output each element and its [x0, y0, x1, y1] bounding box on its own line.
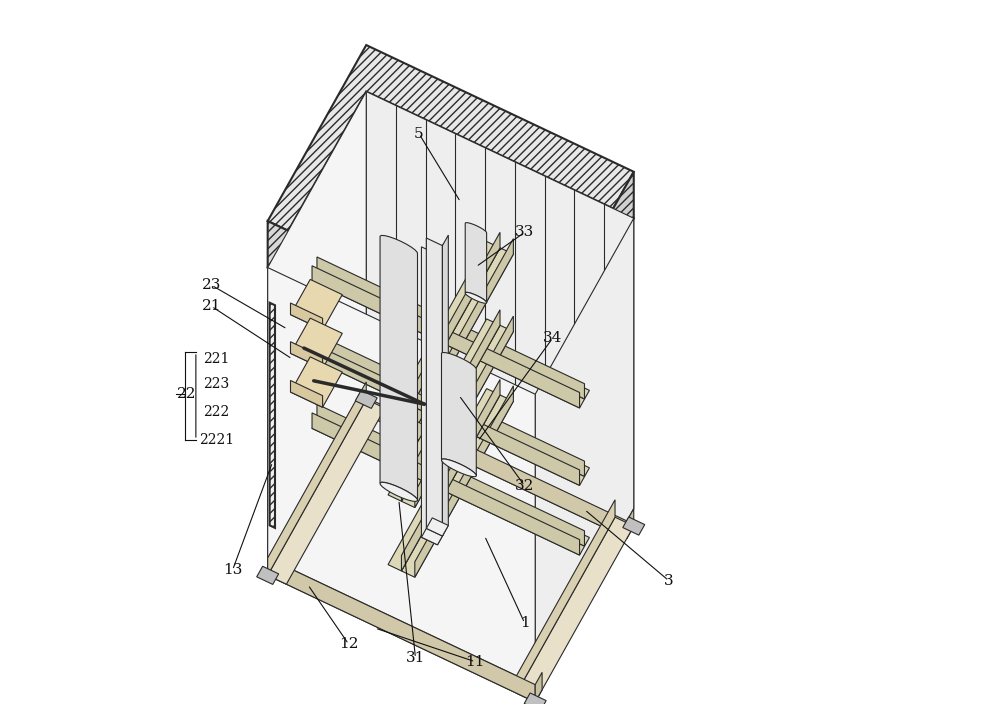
- Polygon shape: [421, 527, 443, 545]
- Polygon shape: [359, 399, 634, 539]
- Polygon shape: [415, 316, 513, 508]
- Polygon shape: [312, 350, 584, 486]
- Polygon shape: [380, 235, 417, 501]
- Polygon shape: [290, 303, 323, 329]
- Polygon shape: [268, 558, 535, 702]
- Polygon shape: [366, 92, 634, 508]
- Text: 2221: 2221: [199, 433, 234, 447]
- Polygon shape: [290, 279, 342, 329]
- Text: 33: 33: [515, 225, 534, 239]
- Polygon shape: [290, 380, 323, 407]
- Polygon shape: [355, 390, 377, 408]
- Polygon shape: [312, 265, 580, 408]
- Polygon shape: [317, 404, 584, 546]
- Polygon shape: [380, 235, 417, 501]
- Polygon shape: [535, 172, 634, 394]
- Polygon shape: [268, 221, 535, 394]
- Polygon shape: [317, 334, 584, 477]
- Polygon shape: [401, 325, 513, 508]
- Polygon shape: [268, 399, 385, 584]
- Polygon shape: [312, 413, 580, 555]
- Polygon shape: [312, 272, 584, 408]
- Polygon shape: [465, 222, 487, 303]
- Polygon shape: [388, 389, 500, 571]
- Polygon shape: [535, 218, 634, 684]
- Text: 3: 3: [664, 574, 674, 588]
- Text: 21: 21: [202, 299, 221, 313]
- Text: 222: 222: [203, 405, 229, 419]
- Polygon shape: [401, 232, 500, 424]
- Polygon shape: [380, 482, 417, 501]
- Text: 1: 1: [520, 616, 530, 630]
- Polygon shape: [623, 517, 645, 535]
- Polygon shape: [426, 238, 442, 536]
- Polygon shape: [401, 310, 500, 501]
- Text: 13: 13: [223, 563, 242, 577]
- Polygon shape: [465, 292, 487, 303]
- Polygon shape: [401, 248, 513, 430]
- Polygon shape: [441, 353, 476, 476]
- Polygon shape: [437, 244, 443, 545]
- Polygon shape: [426, 518, 448, 536]
- Polygon shape: [290, 341, 323, 369]
- Polygon shape: [516, 517, 634, 702]
- Text: 221: 221: [203, 352, 229, 366]
- Polygon shape: [268, 92, 634, 394]
- Polygon shape: [317, 341, 589, 477]
- Text: 23: 23: [202, 278, 221, 292]
- Polygon shape: [268, 268, 535, 684]
- Polygon shape: [401, 395, 513, 577]
- Polygon shape: [465, 222, 487, 303]
- Text: 5: 5: [414, 127, 424, 141]
- Polygon shape: [415, 386, 513, 577]
- Polygon shape: [317, 264, 589, 399]
- Polygon shape: [290, 357, 342, 407]
- Polygon shape: [268, 382, 366, 575]
- Text: 12: 12: [339, 637, 358, 651]
- Polygon shape: [290, 318, 342, 369]
- Polygon shape: [317, 257, 584, 399]
- Polygon shape: [441, 459, 476, 477]
- Polygon shape: [268, 45, 634, 348]
- Polygon shape: [415, 239, 513, 430]
- Polygon shape: [270, 303, 275, 528]
- Text: 22: 22: [177, 387, 196, 401]
- Polygon shape: [388, 319, 500, 501]
- Polygon shape: [257, 566, 279, 584]
- Polygon shape: [421, 247, 437, 545]
- Polygon shape: [401, 379, 500, 571]
- Text: 11: 11: [466, 655, 485, 669]
- Polygon shape: [441, 353, 476, 477]
- Polygon shape: [312, 344, 580, 486]
- Polygon shape: [359, 394, 627, 539]
- Polygon shape: [535, 672, 542, 702]
- Polygon shape: [312, 420, 584, 555]
- Polygon shape: [268, 563, 542, 702]
- Polygon shape: [388, 241, 500, 424]
- Text: 32: 32: [515, 479, 534, 493]
- Polygon shape: [317, 410, 589, 546]
- Polygon shape: [627, 508, 634, 539]
- Polygon shape: [516, 500, 615, 693]
- Polygon shape: [442, 235, 448, 536]
- Polygon shape: [268, 92, 366, 558]
- Text: 34: 34: [543, 331, 562, 345]
- Text: 31: 31: [406, 651, 425, 665]
- Text: 223: 223: [203, 377, 229, 391]
- Polygon shape: [524, 693, 546, 704]
